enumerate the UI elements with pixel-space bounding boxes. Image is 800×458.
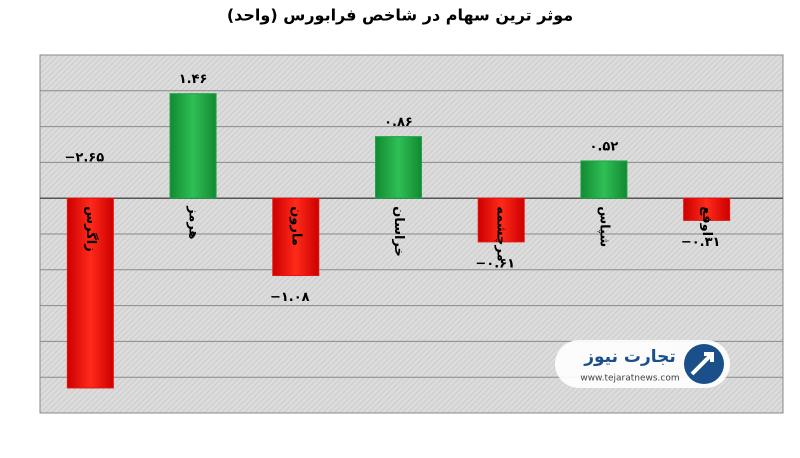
watermark-url: www.tejaratnews.com [580, 374, 679, 384]
value-label: −۰.۶۱ [475, 256, 515, 271]
bar [66, 197, 114, 389]
watermark: تجارت نیوز www.tejaratnews.com [555, 340, 730, 388]
category-label: هرمز [186, 205, 201, 239]
value-label: −۱.۰۸ [270, 290, 310, 305]
chart-title: موثر ترین سهام در شاخص فرابورس (واحد) [227, 6, 573, 25]
value-label: ۱.۴۶ [179, 72, 208, 87]
bar [477, 197, 525, 243]
watermark-brand: تجارت نیوز [583, 347, 676, 367]
category-label: شپاس [596, 206, 611, 247]
bar [683, 197, 731, 221]
watermark-arrow [690, 352, 714, 376]
value-label: ۰.۸۶ [384, 115, 413, 130]
category-label: مارون [288, 206, 303, 246]
value-label: −۲.۶۵ [65, 151, 105, 166]
value-label: ۰.۵۲ [590, 139, 619, 154]
value-label: −۰.۳۱ [681, 235, 721, 250]
category-label: زاگرس [83, 206, 99, 252]
bar [169, 93, 217, 199]
watermark-bg [555, 340, 730, 388]
category-label: مرچشمه [494, 206, 509, 261]
bar [272, 197, 320, 277]
bar [375, 136, 422, 199]
category-label: اوفع [699, 206, 714, 236]
bar [580, 160, 628, 199]
category-label: خراسان [391, 206, 406, 257]
